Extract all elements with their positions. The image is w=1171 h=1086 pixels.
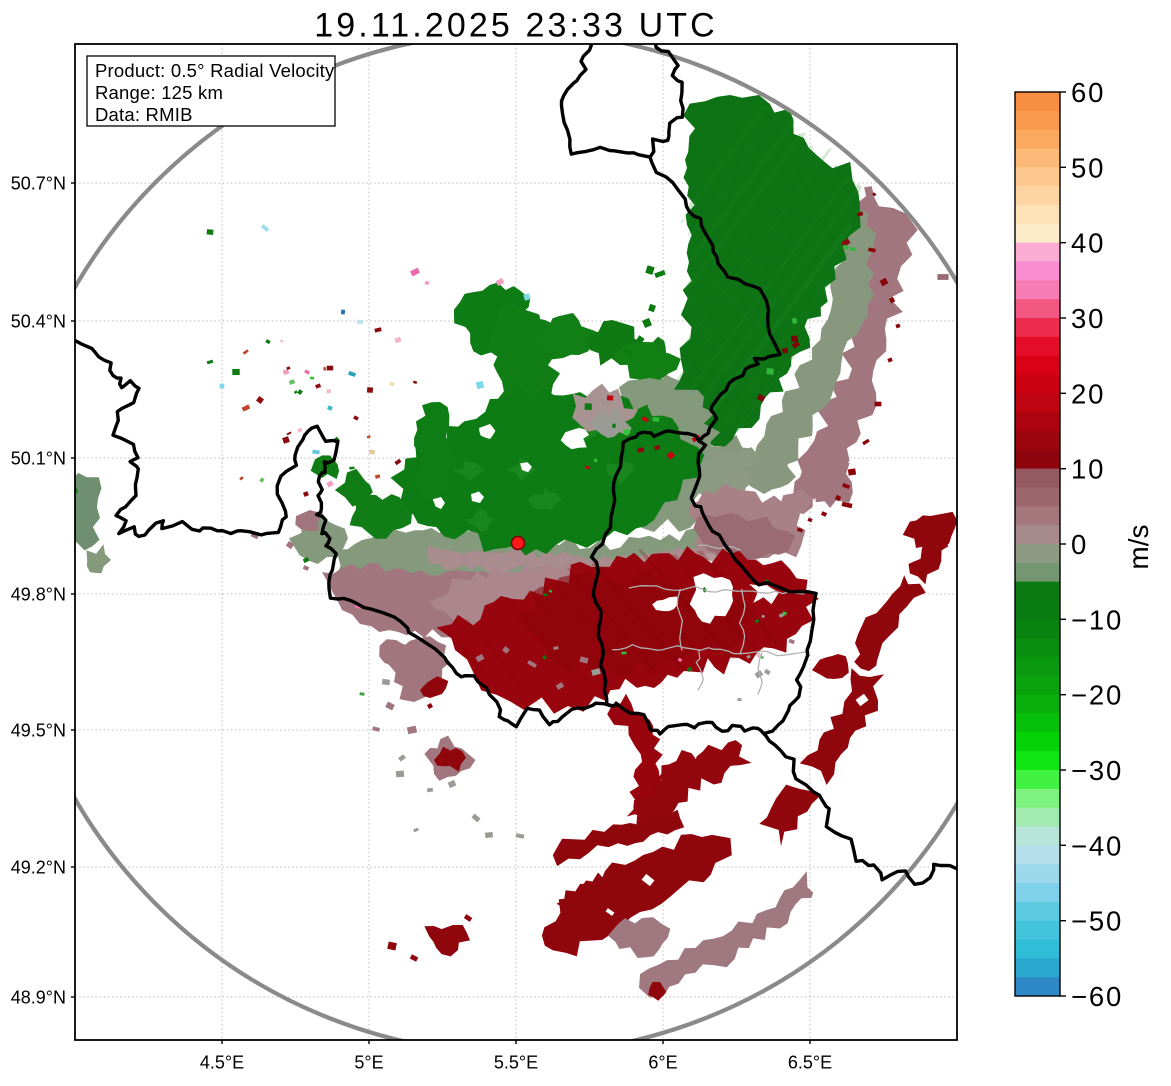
svg-text:−10: −10 (1071, 604, 1123, 635)
svg-text:50: 50 (1071, 152, 1105, 183)
svg-text:0: 0 (1071, 529, 1088, 560)
svg-text:49.8°N: 49.8°N (11, 585, 66, 605)
svg-text:50.1°N: 50.1°N (11, 449, 66, 469)
svg-text:−60: −60 (1071, 981, 1123, 1012)
svg-text:19.11.2025 23:33 UTC: 19.11.2025 23:33 UTC (314, 7, 718, 45)
svg-text:30: 30 (1071, 303, 1105, 334)
svg-text:Data: RMIB: Data: RMIB (95, 104, 193, 125)
svg-text:60: 60 (1071, 77, 1105, 108)
svg-text:−40: −40 (1071, 830, 1123, 861)
svg-text:−50: −50 (1071, 906, 1123, 937)
svg-text:20: 20 (1071, 378, 1105, 409)
svg-text:6°E: 6°E (648, 1053, 677, 1073)
svg-text:m/s: m/s (1123, 524, 1154, 569)
svg-text:Product: 0.5° Radial Velocity: Product: 0.5° Radial Velocity (95, 60, 335, 81)
svg-text:50.7°N: 50.7°N (11, 174, 66, 194)
svg-text:−30: −30 (1071, 755, 1123, 786)
svg-text:40: 40 (1071, 228, 1105, 259)
svg-text:4.5°E: 4.5°E (200, 1053, 244, 1073)
svg-text:49.2°N: 49.2°N (11, 858, 66, 878)
svg-text:Range: 125 km: Range: 125 km (95, 82, 223, 103)
svg-text:50.4°N: 50.4°N (11, 312, 66, 332)
svg-text:48.9°N: 48.9°N (11, 988, 66, 1008)
svg-text:5°E: 5°E (354, 1053, 383, 1073)
svg-text:5.5°E: 5.5°E (494, 1053, 538, 1073)
svg-text:6.5°E: 6.5°E (788, 1053, 832, 1073)
svg-text:10: 10 (1071, 454, 1105, 485)
svg-text:49.5°N: 49.5°N (11, 721, 66, 741)
svg-text:−20: −20 (1071, 680, 1123, 711)
